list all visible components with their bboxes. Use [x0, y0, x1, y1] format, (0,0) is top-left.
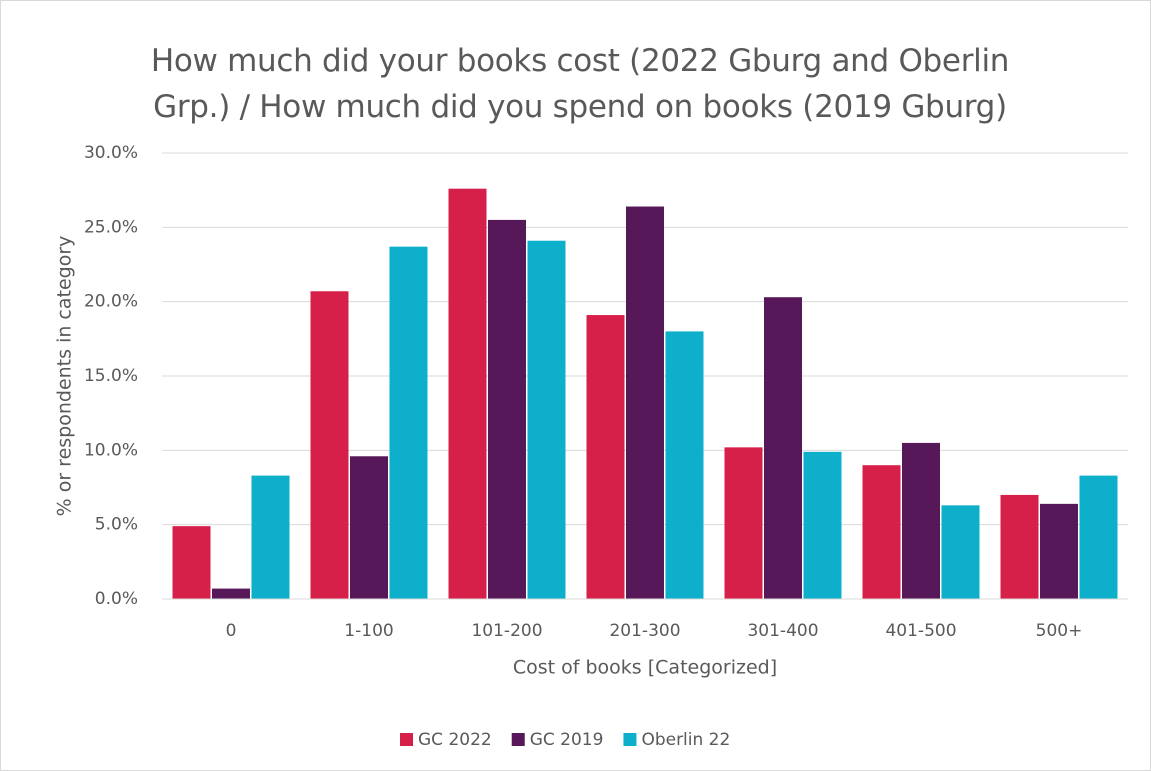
- x-axis-label: Cost of books [Categorized]: [513, 657, 777, 679]
- y-axis-label: % or respondents in category: [54, 236, 76, 517]
- bar: [448, 188, 487, 599]
- legend-label: GC 2022: [418, 730, 492, 750]
- y-tick-label: 15.0%: [84, 366, 138, 386]
- bar: [586, 315, 625, 599]
- bar: [626, 206, 664, 599]
- chart-title: How much did your books cost (2022 Gburg…: [150, 43, 1010, 125]
- bar: [527, 240, 566, 600]
- bar: [1040, 503, 1078, 599]
- bar: [803, 451, 842, 599]
- x-tick-label: 301-400: [747, 621, 818, 641]
- bar: [172, 526, 211, 599]
- bar: [212, 588, 250, 599]
- bar: [251, 475, 290, 599]
- bar: [862, 465, 901, 599]
- x-tick-label: 201-300: [609, 621, 680, 641]
- bar: [488, 219, 526, 599]
- bar: [1079, 475, 1118, 599]
- x-tick-label: 1-100: [344, 621, 393, 641]
- legend-label: GC 2019: [530, 730, 604, 750]
- legend-swatch: [400, 733, 413, 746]
- bar: [1000, 494, 1039, 599]
- y-tick-label: 10.0%: [84, 440, 138, 460]
- y-tick-label: 25.0%: [84, 217, 138, 237]
- bar: [902, 442, 940, 599]
- bar: [941, 505, 980, 599]
- legend-label: Oberlin 22: [641, 730, 730, 750]
- bar: [764, 297, 802, 599]
- bar: [350, 456, 388, 599]
- x-tick-label: 401-500: [885, 621, 956, 641]
- x-tick-label: 0: [226, 621, 237, 641]
- y-tick-label: 20.0%: [84, 292, 138, 312]
- y-tick-label: 5.0%: [95, 515, 138, 535]
- x-tick-label: 500+: [1036, 621, 1083, 641]
- legend-swatch: [623, 733, 637, 746]
- bar: [310, 291, 349, 599]
- bar: [389, 246, 428, 599]
- legend-swatch: [511, 733, 525, 746]
- x-tick-label: 101-200: [471, 621, 542, 641]
- bar: [665, 331, 704, 599]
- y-tick-label: 0.0%: [95, 589, 138, 609]
- y-tick-label: 30.0%: [84, 143, 138, 163]
- bar: [724, 447, 763, 599]
